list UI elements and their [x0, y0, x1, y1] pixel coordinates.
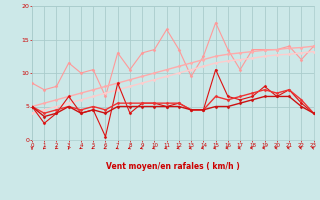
X-axis label: Vent moyen/en rafales ( km/h ): Vent moyen/en rafales ( km/h ) — [106, 162, 240, 171]
